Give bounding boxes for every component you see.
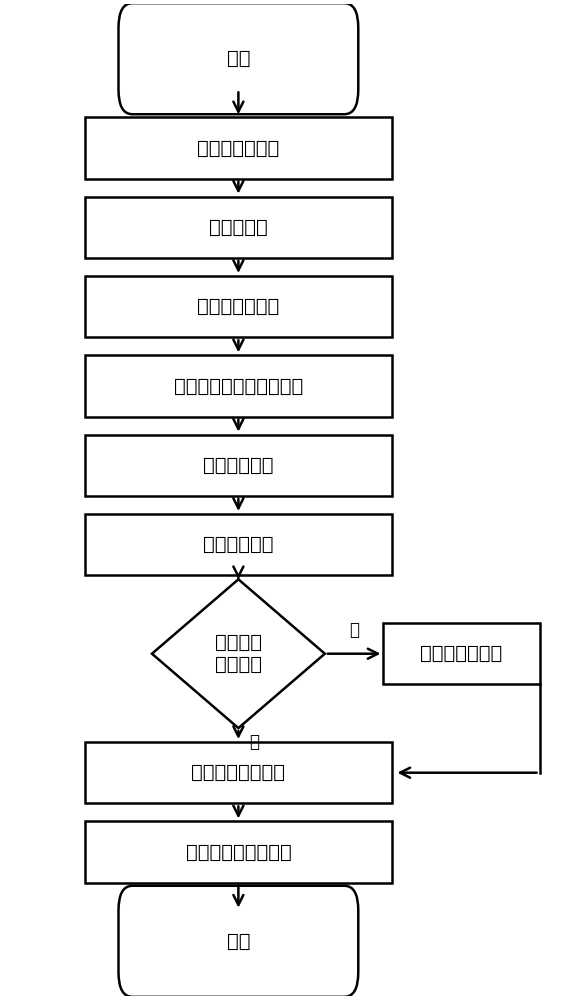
Text: 离散牙齿合并: 离散牙齿合并: [203, 535, 273, 554]
Text: 模型构建与训练: 模型构建与训练: [198, 297, 280, 316]
Text: 数据预处理: 数据预处理: [209, 218, 268, 237]
Text: 是否需要
手工优化: 是否需要 手工优化: [215, 633, 262, 674]
Bar: [85, 435, 392, 496]
Text: 开始: 开始: [226, 49, 250, 68]
Text: 结束: 结束: [226, 932, 250, 951]
Polygon shape: [152, 579, 325, 728]
FancyBboxPatch shape: [118, 886, 358, 997]
Bar: [85, 276, 392, 337]
Bar: [85, 355, 392, 417]
Bar: [85, 821, 392, 883]
Bar: [85, 197, 392, 258]
Text: 交互式优化牙齿: 交互式优化牙齿: [421, 644, 503, 663]
Text: 牙根根尖细化处理: 牙根根尖细化处理: [191, 763, 285, 782]
FancyBboxPatch shape: [118, 3, 358, 114]
Bar: [85, 742, 392, 803]
Bar: [383, 623, 539, 684]
Bar: [85, 514, 392, 575]
Text: 牙齿三维重建与保存: 牙齿三维重建与保存: [186, 843, 291, 862]
Text: 重叠牙齿分离: 重叠牙齿分离: [203, 456, 273, 475]
Text: 是: 是: [349, 621, 359, 639]
Bar: [85, 117, 392, 179]
Text: 否: 否: [250, 733, 260, 751]
Text: 重叠牙齿与牙齿标记预测: 重叠牙齿与牙齿标记预测: [174, 376, 303, 395]
Text: 获取数据与标注: 获取数据与标注: [198, 138, 280, 157]
